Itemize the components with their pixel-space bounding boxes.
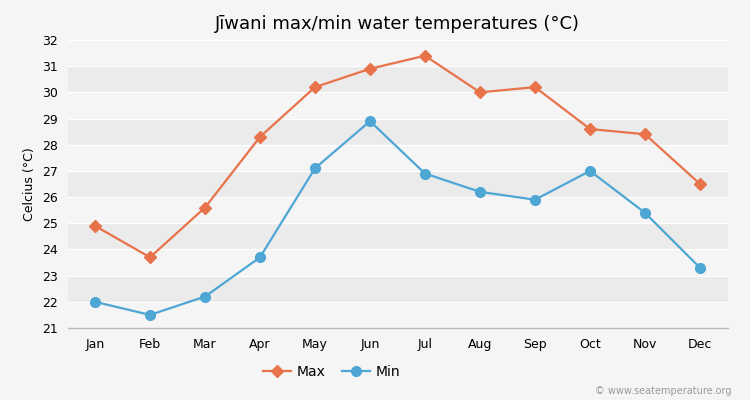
Bar [68,250,728,276]
Legend: Max, Min: Max, Min [257,359,406,384]
Bar [68,197,728,223]
Bar [68,40,728,66]
Bar [68,302,728,328]
Title: Jīwani max/min water temperatures (°C): Jīwani max/min water temperatures (°C) [215,15,580,33]
Y-axis label: Celcius (°C): Celcius (°C) [23,147,36,221]
Bar [68,92,728,118]
Text: © www.seatemperature.org: © www.seatemperature.org [595,386,731,396]
Bar [68,145,728,171]
